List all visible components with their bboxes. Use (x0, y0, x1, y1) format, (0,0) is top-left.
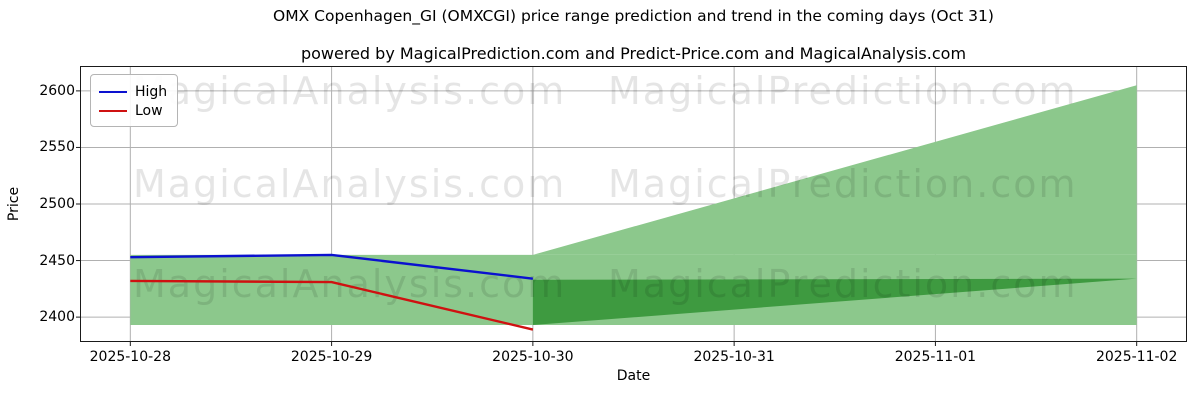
legend-item-low: Low (99, 101, 169, 120)
y-tick-label: 2600 (39, 82, 75, 99)
low-line (130, 279, 534, 331)
legend-line-swatch (99, 109, 127, 112)
dark-prediction-wedge (532, 278, 1137, 326)
chart-subtitle: powered by MagicalPrediction.com and Pre… (300, 44, 967, 63)
high-line (130, 253, 534, 280)
x-axis-label: Date (616, 368, 651, 384)
y-tick-label: 2400 (39, 309, 75, 326)
legend-item-high: High (99, 82, 169, 101)
legend-label: Low (135, 102, 163, 119)
x-tick-label: 2025-10-30 (492, 349, 574, 365)
legend-label: High (135, 83, 168, 100)
x-tick-label: 2025-10-31 (693, 349, 775, 365)
prediction-fan-fill (532, 85, 1137, 255)
plot-border (80, 66, 1187, 342)
legend: High Low (90, 74, 178, 127)
watermark-text: MagicalAnalysis.com (133, 69, 566, 113)
watermark-text: MagicalPrediction.com (608, 262, 1078, 306)
x-tick-label: 2025-10-28 (89, 349, 171, 365)
legend-line-swatch (99, 90, 127, 93)
chart-title: OMX Copenhagen_GI (OMXCGI) price range p… (273, 7, 994, 25)
y-tick-label: 2450 (39, 252, 75, 269)
watermark-text: MagicalPrediction.com (608, 162, 1078, 206)
plot-area: MagicalAnalysis.com MagicalPrediction.com… (76, 66, 1187, 346)
x-tick-label: 2025-11-01 (894, 349, 977, 365)
watermark-text: MagicalPrediction.com (608, 69, 1078, 113)
y-tick-label: 2500 (39, 196, 75, 212)
x-tick-label: 2025-10-29 (290, 349, 373, 365)
y-tick-label: 2550 (39, 139, 75, 156)
watermark-text: MagicalAnalysis.com (133, 262, 566, 306)
watermark-text: MagicalAnalysis.com (133, 162, 566, 206)
x-tick-label: 2025-11-02 (1095, 349, 1178, 365)
